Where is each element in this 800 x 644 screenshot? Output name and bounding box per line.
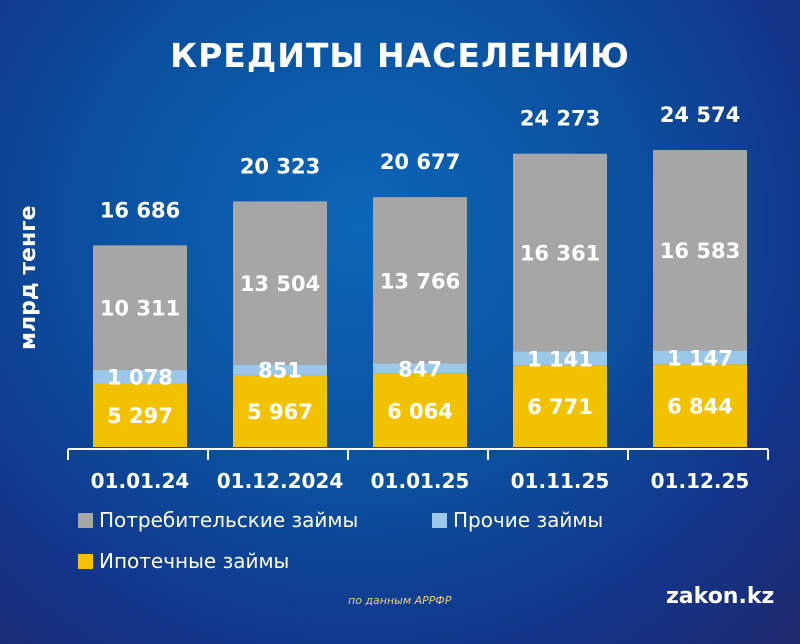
data-label: 847	[398, 358, 442, 382]
chart-title: КРЕДИТЫ НАСЕЛЕНИЮ	[170, 36, 630, 75]
x-tick-label: 01.11.25	[511, 469, 610, 493]
data-label: 16 583	[660, 239, 740, 263]
total-label: 24 574	[660, 103, 740, 127]
total-label: 16 686	[100, 198, 180, 222]
data-label: 1 141	[527, 347, 593, 371]
data-label: 1 078	[107, 365, 173, 389]
bar-segment	[513, 351, 607, 366]
legend-label: Ипотечные займы	[99, 549, 290, 573]
bar-segment	[233, 201, 327, 365]
legend-item-consumer: Потребительские займы	[78, 508, 358, 532]
legend-label: Прочие займы	[453, 508, 604, 532]
data-label: 851	[258, 359, 302, 383]
bar-segment	[653, 364, 747, 447]
legend-swatch	[78, 512, 93, 528]
data-label: 5 967	[247, 400, 313, 424]
total-label: 20 323	[240, 154, 320, 178]
bar-segment	[653, 150, 747, 351]
bar-segment	[513, 365, 607, 447]
total-label: 20 677	[380, 150, 460, 174]
x-tick-label: 01.01.25	[371, 469, 470, 493]
bar-segment	[93, 382, 187, 447]
bar-segment	[233, 364, 327, 375]
data-label: 5 297	[107, 404, 173, 428]
legend-label: Потребительские займы	[99, 508, 359, 532]
legend-item-mortgage: Ипотечные займы	[78, 549, 289, 573]
source-note: по данным АРРФР	[348, 594, 452, 607]
bar-segment	[233, 374, 327, 447]
total-label: 24 273	[520, 107, 600, 131]
legend-swatch	[432, 512, 447, 528]
x-tick-label: 01.01.24	[91, 469, 190, 493]
data-label: 10 311	[100, 297, 180, 321]
bar-segment	[513, 153, 607, 352]
bar-segment	[653, 350, 747, 365]
data-label: 16 361	[520, 242, 600, 266]
logo: zakon.kz	[666, 584, 775, 609]
bar-segment	[93, 245, 187, 370]
bar-segment	[93, 369, 187, 383]
bar-segment	[373, 197, 467, 364]
bar-segment	[373, 373, 467, 447]
legend-item-other: Прочие займы	[432, 508, 603, 532]
bar-segment	[373, 363, 467, 374]
data-label: 1 147	[667, 346, 733, 370]
data-label: 6 844	[667, 395, 733, 419]
x-tick-label: 01.12.25	[651, 469, 750, 493]
data-label: 6 771	[527, 395, 593, 419]
legend-swatch	[78, 553, 93, 569]
data-label: 13 766	[380, 269, 460, 293]
data-label: 13 504	[240, 272, 320, 296]
data-label: 6 064	[387, 399, 453, 423]
x-tick-label: 01.12.2024	[217, 469, 344, 493]
